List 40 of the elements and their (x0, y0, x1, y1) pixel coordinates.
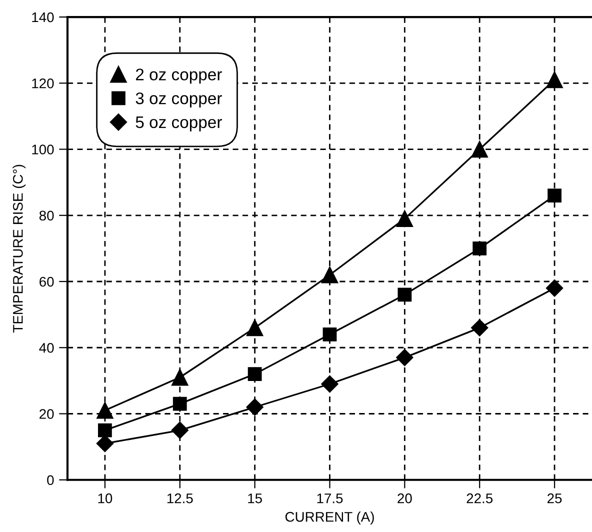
point (471, 319, 488, 336)
point (548, 188, 562, 202)
y-tick-label: 0 (47, 475, 54, 486)
x-tick-label: 12.5 (167, 493, 193, 504)
y-tick-label: 60 (40, 276, 54, 287)
point (171, 422, 188, 439)
point (322, 327, 337, 342)
y-tick-label: 80 (39, 210, 54, 221)
point (398, 288, 412, 302)
point (396, 348, 414, 366)
x-tick-label: 10 (98, 493, 112, 504)
y-tick-label: 100 (32, 144, 54, 154)
y-tick-label: 40 (39, 342, 54, 353)
point (546, 72, 563, 88)
point (246, 319, 264, 336)
point (472, 242, 487, 256)
point (248, 367, 262, 382)
legend-label: 2 oz copper (136, 68, 222, 84)
point (96, 402, 114, 419)
point (396, 210, 414, 228)
point (98, 423, 112, 438)
y-axis-title: TEMPERATURE RISE (C°) (12, 164, 26, 333)
legend-label: 5 oz copper (136, 116, 222, 132)
point (321, 266, 338, 284)
point (246, 398, 264, 416)
point (172, 396, 187, 411)
point (471, 140, 488, 158)
y-tick-label: 120 (32, 78, 54, 88)
y-tick-label: 140 (32, 12, 54, 22)
y-tick-label: 20 (40, 409, 54, 419)
point (546, 280, 564, 297)
x-tick-label: 25 (548, 493, 562, 504)
x-tick-label: 17.5 (317, 494, 343, 504)
x-axis-title: CURRENT (A) (285, 512, 374, 524)
x-tick-label: 15 (248, 494, 262, 504)
point (172, 369, 188, 386)
x-tick-label: 22.5 (466, 493, 493, 504)
point (321, 375, 338, 393)
legend-label: 3 oz copper (136, 92, 222, 108)
x-tick-label: 20 (398, 493, 412, 504)
